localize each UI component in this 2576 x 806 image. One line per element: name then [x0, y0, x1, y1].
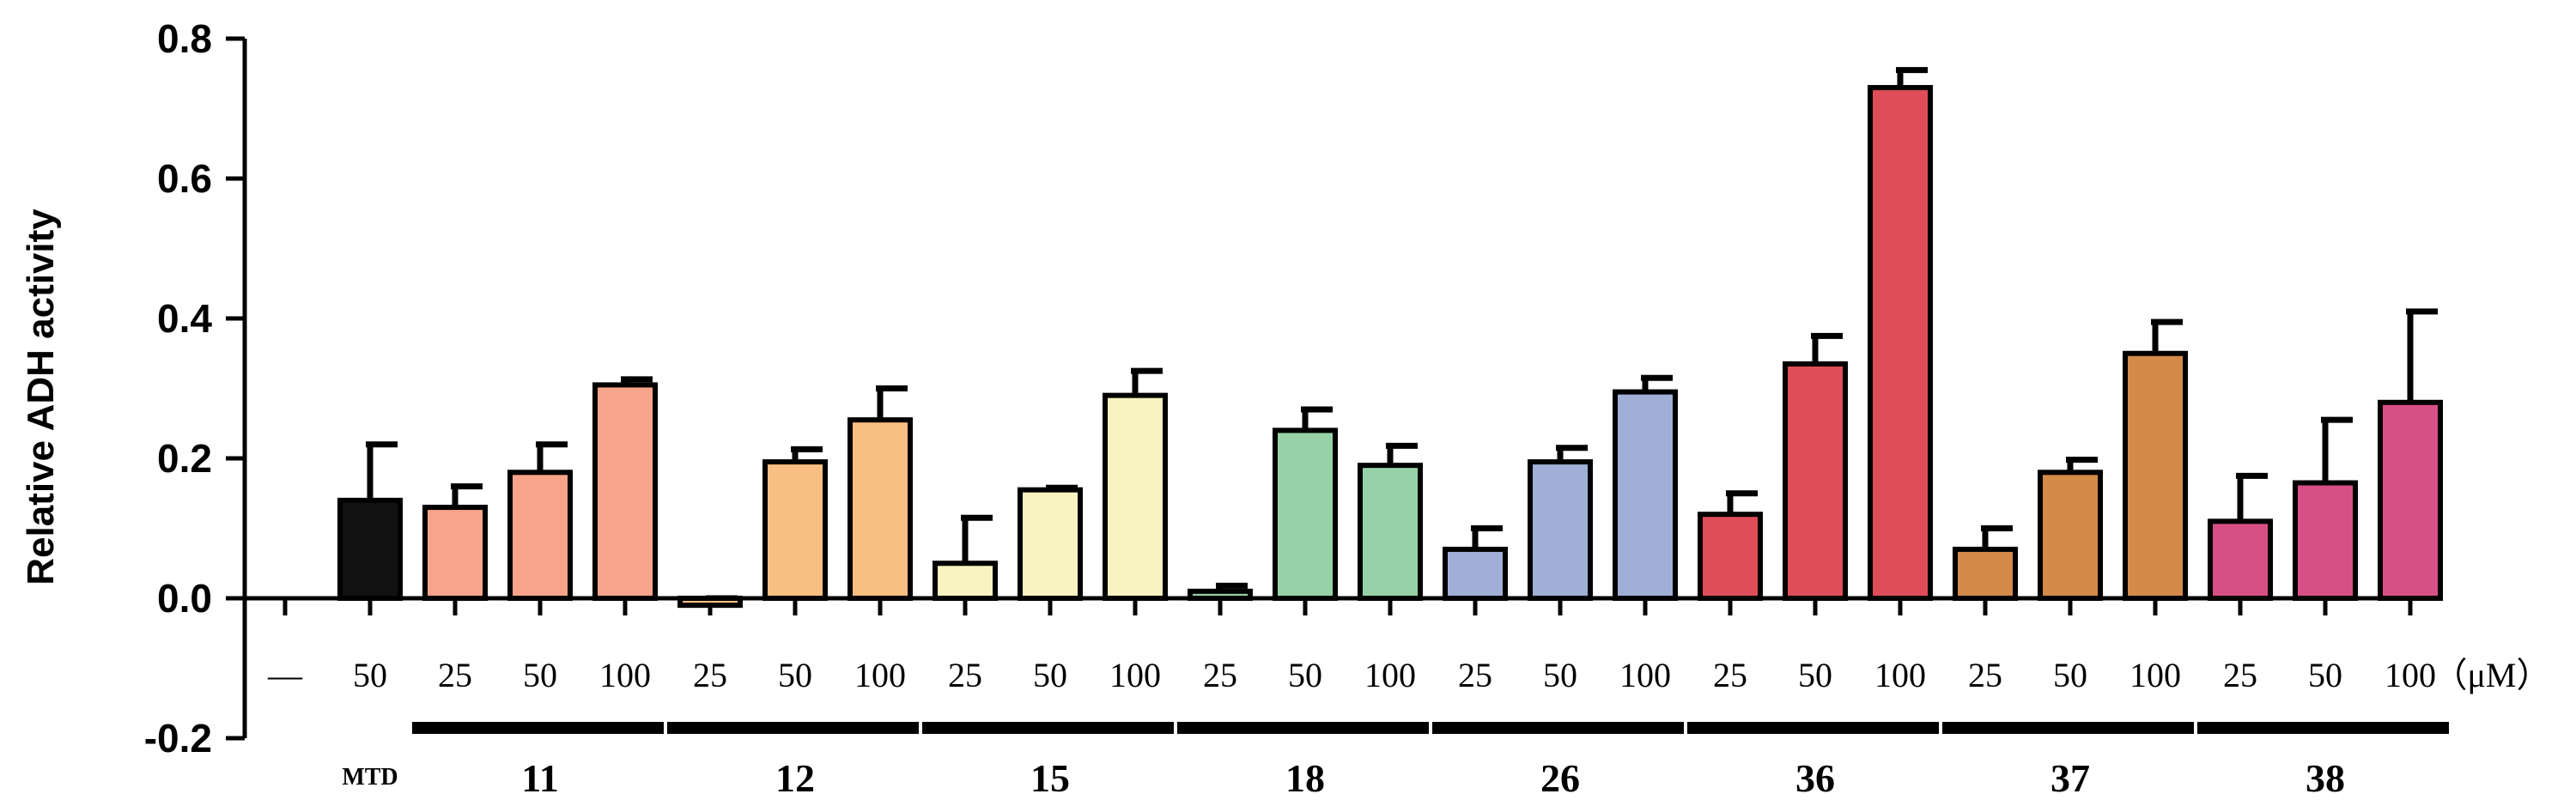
concentration-label: 100: [1874, 656, 1926, 694]
bars: [245, 67, 2443, 615]
bar-37-100: [2123, 350, 2188, 601]
concentration-label: 50: [2053, 656, 2087, 694]
concentration-label: 25: [1713, 656, 1747, 694]
concentration-label: 50: [353, 656, 387, 694]
y-axis: 0.8 0.6 0.4 0.2 0.0 -0.2 Relative ADH activity: [20, 16, 247, 761]
concentration-label: 50: [2308, 656, 2342, 694]
bar-37-50: [2038, 470, 2103, 601]
bar-15-100: [1103, 392, 1168, 601]
group-label: 18: [1285, 756, 1325, 800]
bar-38-50: [2293, 480, 2358, 602]
bar-38-100: [2378, 399, 2443, 601]
group-label: 12: [775, 756, 815, 800]
group-label: 37: [2050, 756, 2090, 800]
bar-38-25: [2208, 518, 2273, 601]
bar-MTD-50: [337, 497, 403, 602]
bar-26-50: [1528, 459, 1593, 602]
concentration-label: 50: [1288, 656, 1322, 694]
bar-37-25: [1953, 546, 2018, 602]
concentration-label: 100: [1109, 656, 1161, 694]
bar-11-25: [422, 505, 488, 601]
concentration-label: 25: [1968, 656, 2002, 694]
concentration-label: 100: [599, 656, 651, 694]
concentration-label: 50: [1798, 656, 1832, 694]
unit-label: （μM）: [2433, 656, 2550, 694]
y-tick-label: 0.2: [157, 436, 212, 481]
bar-11-50: [507, 470, 573, 601]
y-tick-label: -0.2: [144, 716, 212, 761]
group-label: 26: [1540, 756, 1580, 800]
bar-36-100: [1868, 85, 1933, 602]
bar-36-25: [1698, 512, 1763, 602]
concentration-label: 50: [1033, 656, 1067, 694]
concentration-label: 100: [2129, 656, 2181, 694]
concentration-label: —: [267, 656, 303, 694]
group-label: 38: [2306, 756, 2345, 800]
bar-11-100: [592, 382, 658, 601]
bar-18-25: [1188, 588, 1253, 601]
bar-12-25: [677, 596, 743, 609]
bar-15-50: [1018, 487, 1083, 601]
group-label: 11: [521, 756, 558, 800]
y-tick-label: 0.6: [157, 156, 212, 201]
concentration-label: 25: [2223, 656, 2257, 694]
concentration-label: 25: [438, 656, 472, 694]
bar-12-100: [848, 417, 913, 601]
group-label: 36: [1795, 756, 1835, 800]
concentration-label: 25: [1203, 656, 1237, 694]
group-label: MTD: [342, 764, 398, 791]
y-tick-label: 0.0: [157, 576, 212, 621]
bar-36-50: [1783, 361, 1848, 601]
concentration-label: 25: [948, 656, 982, 694]
group-label: 15: [1030, 756, 1070, 800]
concentration-label: 100: [2385, 656, 2436, 694]
y-tick-label: 0.8: [157, 16, 212, 61]
concentration-label: 50: [523, 656, 557, 694]
concentration-label: 25: [1458, 656, 1492, 694]
bar-26-100: [1613, 389, 1678, 602]
bar-12-50: [762, 459, 828, 602]
x-labels: — 50 MTD 25 50 100 11 25 50 100 12 25 50 100 15 25 50 100…: [267, 656, 2551, 800]
bar-15-25: [933, 561, 998, 601]
bar-18-50: [1273, 427, 1338, 601]
bar-26-25: [1443, 546, 1508, 602]
concentration-label: 100: [1619, 656, 1671, 694]
concentration-label: 100: [1364, 656, 1416, 694]
concentration-label: 50: [1543, 656, 1577, 694]
y-axis-label: Relative ADH activity: [20, 209, 62, 585]
bar-18-100: [1358, 463, 1423, 602]
y-tick-label: 0.4: [157, 296, 212, 341]
concentration-label: 25: [693, 656, 727, 694]
concentration-label: 50: [778, 656, 812, 694]
concentration-label: 100: [854, 656, 906, 694]
